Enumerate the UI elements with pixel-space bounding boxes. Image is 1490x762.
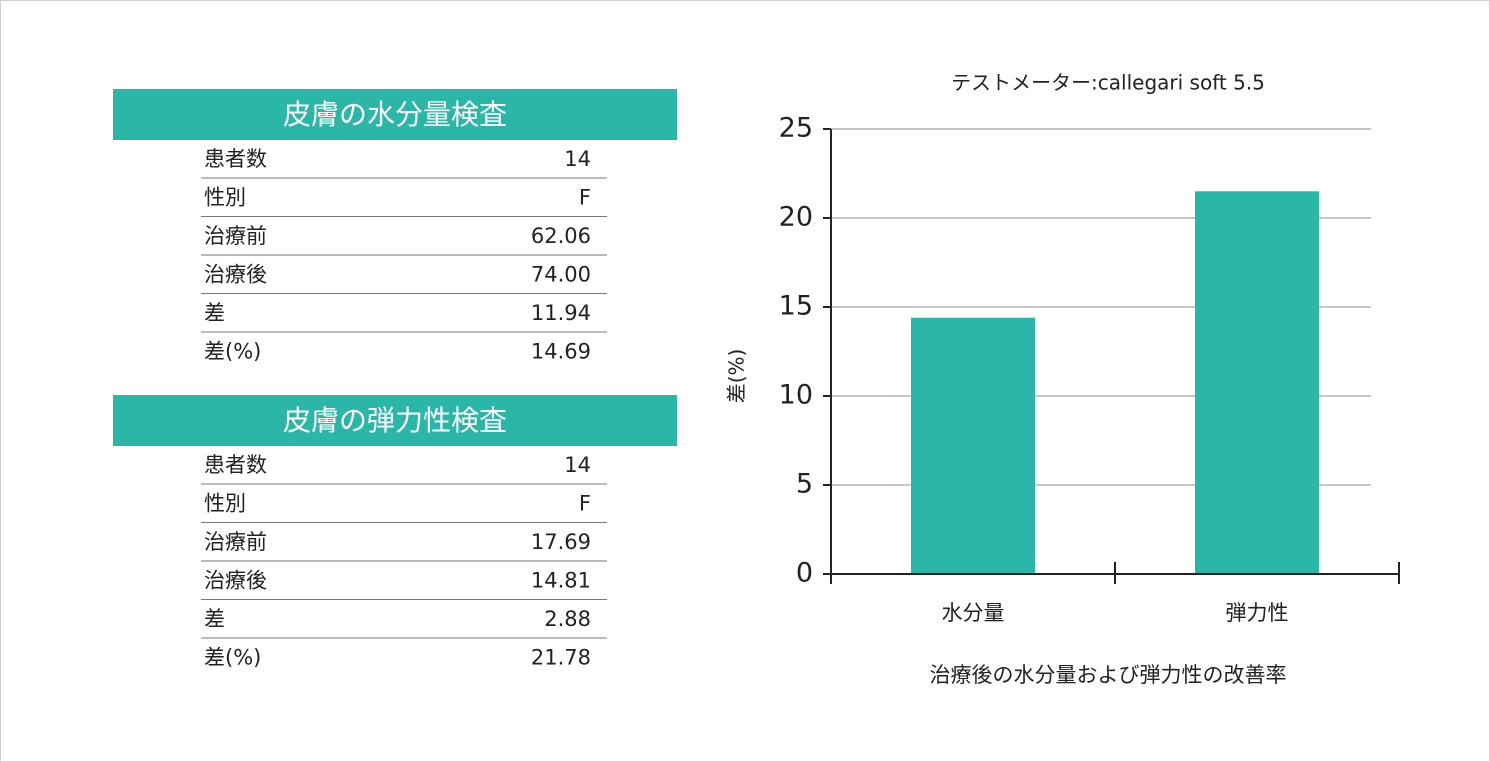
table-title: 皮膚の弾力性検査 <box>283 404 507 437</box>
row-label: 治療前 <box>204 530 267 554</box>
y-tick-label: 20 <box>779 202 813 233</box>
y-tick-label: 15 <box>779 291 813 322</box>
row-label: 差(%) <box>204 646 261 670</box>
y-axis-label: 差(%) <box>725 349 749 404</box>
row-value: 74.00 <box>531 263 591 287</box>
y-tick-label: 10 <box>779 380 813 411</box>
row-label: 差 <box>204 301 225 325</box>
row-value: 14.81 <box>531 569 591 593</box>
row-value: 14 <box>564 147 591 171</box>
row-value: 14 <box>564 453 591 477</box>
row-label: 治療後 <box>204 263 267 287</box>
table-header-bg <box>113 89 677 140</box>
row-value: 11.94 <box>531 301 591 325</box>
row-value: 14.69 <box>531 340 591 364</box>
x-tick-label: 水分量 <box>942 601 1005 625</box>
x-tick-label: 弾力性 <box>1226 601 1289 625</box>
row-value: 17.69 <box>531 530 591 554</box>
row-label: 治療前 <box>204 224 267 248</box>
row-label: 治療後 <box>204 569 267 593</box>
x-axis-label: 治療後の水分量および弾力性の改善率 <box>930 663 1287 687</box>
row-value: F <box>579 492 591 516</box>
row-label: 性別 <box>204 186 246 210</box>
row-label: 患者数 <box>204 453 267 477</box>
row-label: 患者数 <box>204 147 267 171</box>
row-value: 2.88 <box>544 607 591 631</box>
chart-title: テストメーター:callegari soft 5.5 <box>951 71 1265 95</box>
y-tick-label: 25 <box>779 113 813 144</box>
row-value: F <box>579 186 591 210</box>
row-label: 性別 <box>204 492 246 516</box>
y-tick-label: 0 <box>796 558 813 589</box>
row-label: 差(%) <box>204 340 261 364</box>
y-tick-label: 5 <box>796 469 813 500</box>
table-header-bg <box>113 395 677 446</box>
bar <box>911 317 1035 574</box>
row-value: 21.78 <box>531 646 591 670</box>
row-value: 62.06 <box>531 224 591 248</box>
table-title: 皮膚の水分量検査 <box>283 98 507 131</box>
row-label: 差 <box>204 607 225 631</box>
bar <box>1195 191 1319 575</box>
